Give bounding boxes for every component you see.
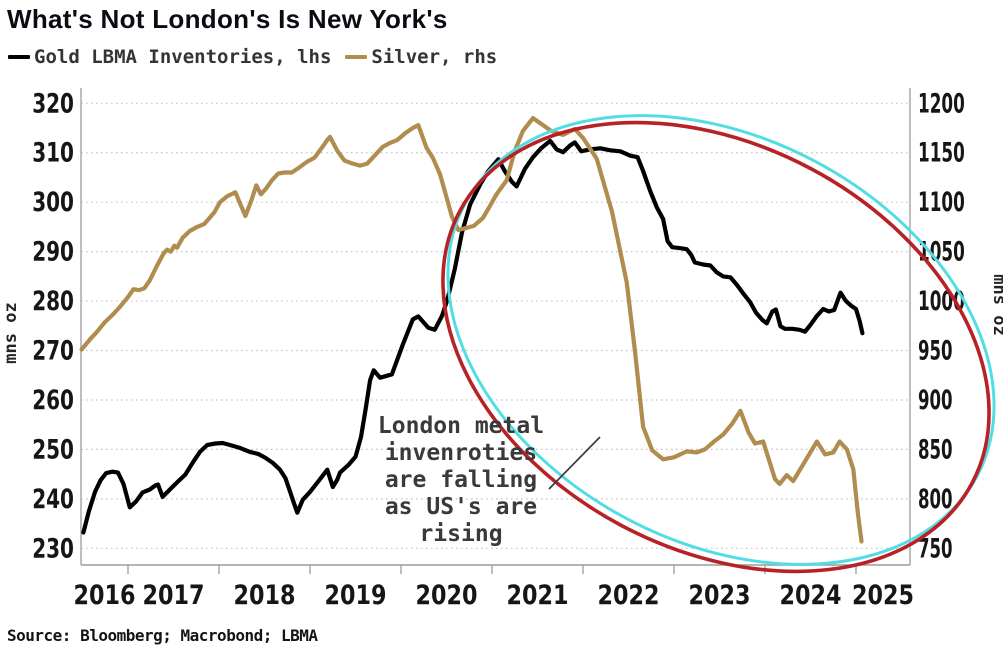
x-axis-year-label: 2019 (325, 580, 387, 611)
legend-label: Silver, rhs (371, 46, 498, 68)
legend: Gold LBMA Inventories, lhs Silver, rhs (8, 46, 497, 68)
left-axis-tick-label: 270 (32, 336, 74, 367)
right-axis-tick-label: 1100 (918, 187, 965, 218)
callout-text: London metal invenroties are falling as US'… (378, 413, 544, 547)
left-axis-tick-label: 310 (32, 138, 74, 169)
right-axis-tick-label: 750 (918, 533, 953, 564)
series-line-silver (79, 116, 864, 544)
left-axis-tick-label: 230 (32, 533, 74, 564)
x-axis-year-label: 2017 (143, 580, 205, 611)
left-axis-tick-label: 240 (32, 484, 74, 515)
right-axis-tick-label: 950 (918, 336, 953, 367)
chart-title: What's Not London's Is New York's (7, 4, 448, 34)
x-axis-year-label: 2024 (780, 580, 842, 611)
legend-item-gold: Gold LBMA Inventories, lhs (8, 46, 331, 68)
right-axis-tick-label: 1150 (918, 138, 965, 169)
x-axis-year-label: 2016 (74, 580, 136, 611)
callout-pointer-line (548, 436, 601, 490)
right-axis-tick-label: 850 (918, 434, 953, 465)
x-axis-year-label: 2021 (507, 580, 569, 611)
left-axis-unit-label: mns oz (1, 302, 21, 363)
right-axis-tick-label: 800 (918, 484, 953, 515)
left-axis-tick-label: 300 (32, 187, 74, 218)
left-axis-tick-label: 250 (32, 434, 74, 465)
right-axis-tick-label: 1200 (918, 88, 965, 119)
x-axis-year-label: 2022 (598, 580, 660, 611)
right-axis-unit-label: mns oz (989, 274, 1003, 335)
right-axis-tick-label: 900 (918, 385, 953, 416)
series-line-gold (81, 138, 865, 535)
left-axis-tick-label: 260 (32, 385, 74, 416)
x-axis-year-label: 2020 (416, 580, 478, 611)
x-axis-year-label: 2023 (689, 580, 751, 611)
legend-label: Gold LBMA Inventories, lhs (34, 46, 332, 68)
x-axis-year-label: 2018 (234, 580, 296, 611)
legend-item-silver: Silver, rhs (345, 46, 497, 68)
legend-line-swatch (8, 55, 30, 59)
left-axis-tick-label: 280 (32, 286, 74, 317)
legend-line-swatch (345, 55, 368, 59)
source-note: Source: Bloomberg; Macrobond; LBMA (7, 626, 318, 645)
right-axis-tick-label: 1050 (918, 237, 965, 268)
highlight-ellipse-shadow (446, 114, 996, 566)
left-axis-tick-label: 320 (32, 88, 74, 119)
x-axis-year-label: 2025 (852, 580, 914, 611)
left-axis-tick-label: 290 (32, 237, 74, 268)
highlight-ellipse (441, 120, 991, 574)
